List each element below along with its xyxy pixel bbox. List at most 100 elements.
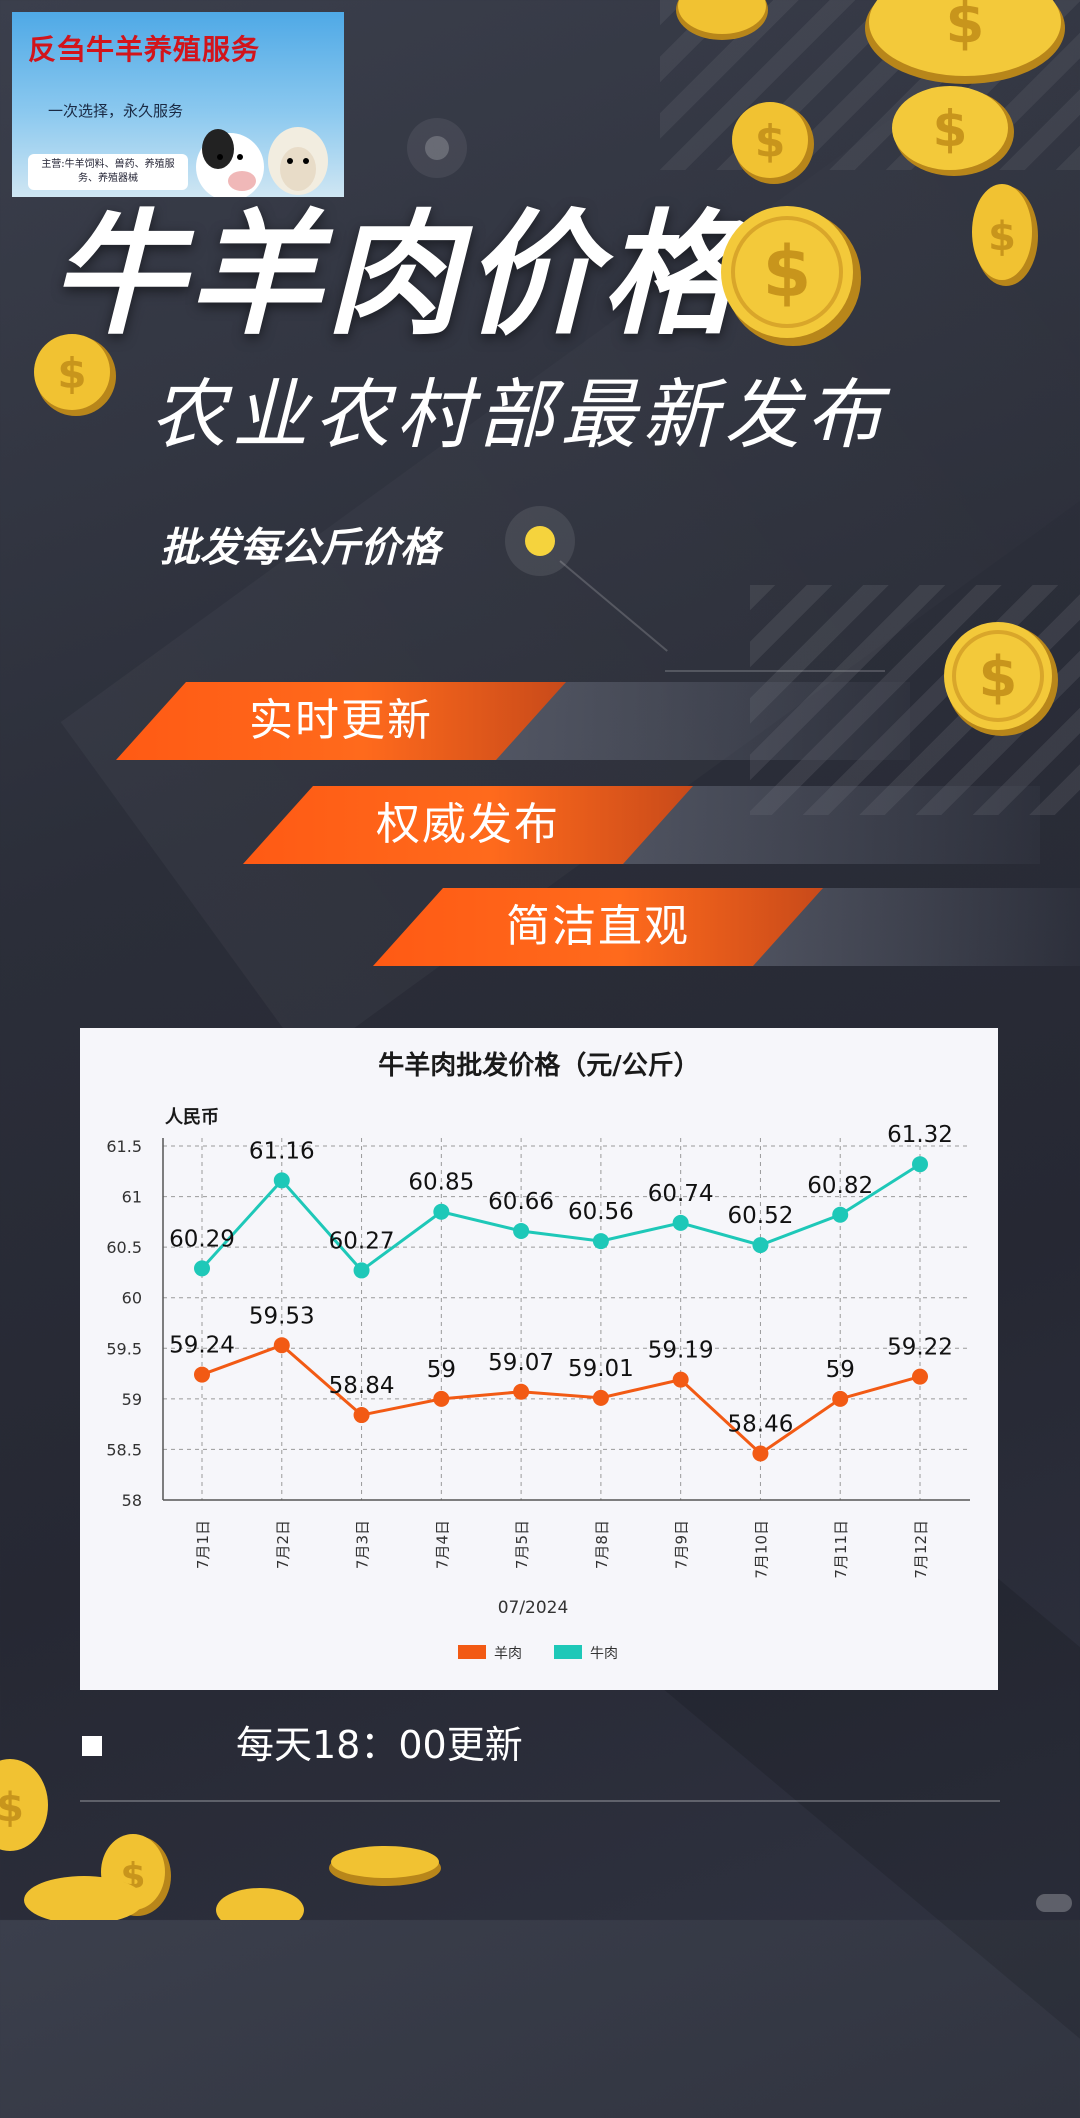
data-label: 60.27 <box>329 1228 395 1254</box>
x-axis-label: 07/2024 <box>498 1598 569 1618</box>
data-point <box>353 1407 370 1424</box>
data-point <box>672 1371 689 1388</box>
ad-services: 主营:牛羊饲料、兽药、养殖服务、养殖器械 <box>28 154 188 190</box>
data-label: 59.07 <box>488 1350 554 1376</box>
feature-label: 简洁直观 <box>506 901 690 952</box>
data-label: 60.52 <box>728 1203 794 1229</box>
data-point <box>752 1237 769 1254</box>
feature-label: 权威发布 <box>376 799 560 850</box>
series-line <box>200 1162 921 1273</box>
coin-icon: $ <box>0 1759 48 1851</box>
y-tick-label: 59 <box>122 1390 142 1409</box>
ring-decoration <box>407 118 467 178</box>
coin-icon <box>216 1888 304 1920</box>
coin-icon: $ <box>944 622 1058 736</box>
data-label: 59.19 <box>648 1338 714 1364</box>
data-point <box>353 1262 370 1279</box>
x-tick-label: 7月11日 <box>832 1520 850 1579</box>
legend-swatch <box>458 1645 486 1659</box>
data-point <box>672 1214 689 1231</box>
data-label: 59.22 <box>887 1335 953 1361</box>
feature-ribbon-2: 权威发布 <box>243 786 693 864</box>
data-point <box>194 1366 210 1383</box>
series-line <box>201 1343 921 1456</box>
coin-icon: $ <box>34 334 116 416</box>
data-point <box>912 1156 928 1173</box>
data-point <box>592 1389 609 1406</box>
data-point <box>513 1383 530 1400</box>
legend-swatch <box>554 1645 582 1659</box>
x-tick-label: 7月12日 <box>912 1520 930 1579</box>
data-label: 59.53 <box>249 1303 315 1329</box>
svg-text:$: $ <box>979 645 1018 710</box>
line-decoration <box>665 670 885 672</box>
data-point <box>752 1445 769 1462</box>
page-title: 牛羊肉价格 <box>50 197 741 353</box>
x-tick-label: 7月8日 <box>593 1520 611 1569</box>
data-point <box>433 1203 450 1220</box>
data-label: 60.29 <box>169 1226 235 1252</box>
ad-banner[interactable]: 反刍牛羊养殖服务 一次选择，永久服务 主营:牛羊饲料、兽药、养殖服务、养殖器械 <box>12 12 344 197</box>
data-point <box>433 1390 450 1407</box>
data-point <box>513 1222 530 1239</box>
data-label: 58.46 <box>728 1411 794 1437</box>
watermark-badge <box>1036 1894 1072 1912</box>
data-point <box>592 1233 609 1250</box>
data-point <box>832 1390 849 1407</box>
y-tick-label: 59.5 <box>106 1339 142 1358</box>
svg-text:$: $ <box>946 0 985 56</box>
data-point <box>832 1206 849 1223</box>
svg-text:$: $ <box>57 349 86 398</box>
coin-icon: $ <box>892 86 1014 176</box>
ribbon-tail <box>620 786 1040 864</box>
y-tick-label: 60 <box>122 1289 142 1308</box>
dot-icon <box>505 506 575 576</box>
data-label: 60.74 <box>648 1181 714 1207</box>
coin-icon: $ <box>972 184 1038 286</box>
line-chart: 牛羊肉批发价格（元/公斤） 人民币 07/2024 58 58.5 59 59.5 60… <box>106 1050 970 1662</box>
data-label: 60.85 <box>408 1170 474 1196</box>
svg-text:$: $ <box>755 116 786 167</box>
svg-text:$: $ <box>988 214 1016 260</box>
x-tick-label: 7月3日 <box>354 1520 372 1569</box>
data-label: 60.66 <box>488 1189 554 1215</box>
legend-label: 牛肉 <box>590 1646 618 1662</box>
page-subtitle: 农业农村部最新发布 <box>150 370 888 459</box>
ad-slogan: 一次选择，永久服务 <box>48 102 184 120</box>
bullet-square <box>82 1736 102 1756</box>
coin-icon: $ <box>732 102 814 184</box>
feature-label: 实时更新 <box>249 695 433 746</box>
data-label: 61.32 <box>887 1122 953 1148</box>
data-point <box>273 1172 290 1189</box>
line-decoration <box>559 560 668 652</box>
ribbon-tail <box>490 682 910 760</box>
data-point <box>273 1337 290 1354</box>
coin-icon: $ <box>721 206 861 346</box>
y-tick-label: 61 <box>122 1188 142 1207</box>
ad-title: 反刍牛羊养殖服务 <box>28 33 261 66</box>
y-tick-label: 60.5 <box>106 1238 142 1257</box>
chart-title: 牛羊肉批发价格（元/公斤） <box>378 1050 700 1081</box>
data-label: 59 <box>826 1357 855 1383</box>
data-label: 60.56 <box>568 1199 634 1225</box>
coin-icon: $ <box>865 0 1065 84</box>
data-label: 60.82 <box>807 1173 873 1199</box>
data-point <box>194 1260 210 1277</box>
y-tick-label: 58.5 <box>106 1440 142 1459</box>
cow-sheep-illustration <box>196 127 328 197</box>
y-tick-label: 61.5 <box>106 1137 142 1156</box>
coin-icon <box>329 1846 441 1886</box>
data-point <box>912 1368 928 1385</box>
x-tick-label: 7月2日 <box>274 1520 292 1569</box>
data-label: 59.24 <box>169 1333 235 1359</box>
svg-text:$: $ <box>0 1785 24 1831</box>
x-tick-label: 7月5日 <box>513 1520 531 1569</box>
data-label: 61.16 <box>249 1138 315 1164</box>
data-label: 59.01 <box>568 1356 634 1382</box>
legend-label: 羊肉 <box>494 1646 522 1662</box>
price-chart: 牛羊肉批发价格（元/公斤） 人民币 07/2024 58 58.5 59 59.5 60… <box>80 1028 998 1690</box>
coin-icon <box>676 0 768 40</box>
x-tick-label: 7月9日 <box>673 1520 691 1569</box>
y-axis-label: 人民币 <box>165 1107 219 1128</box>
coin-icon <box>24 1876 144 1920</box>
